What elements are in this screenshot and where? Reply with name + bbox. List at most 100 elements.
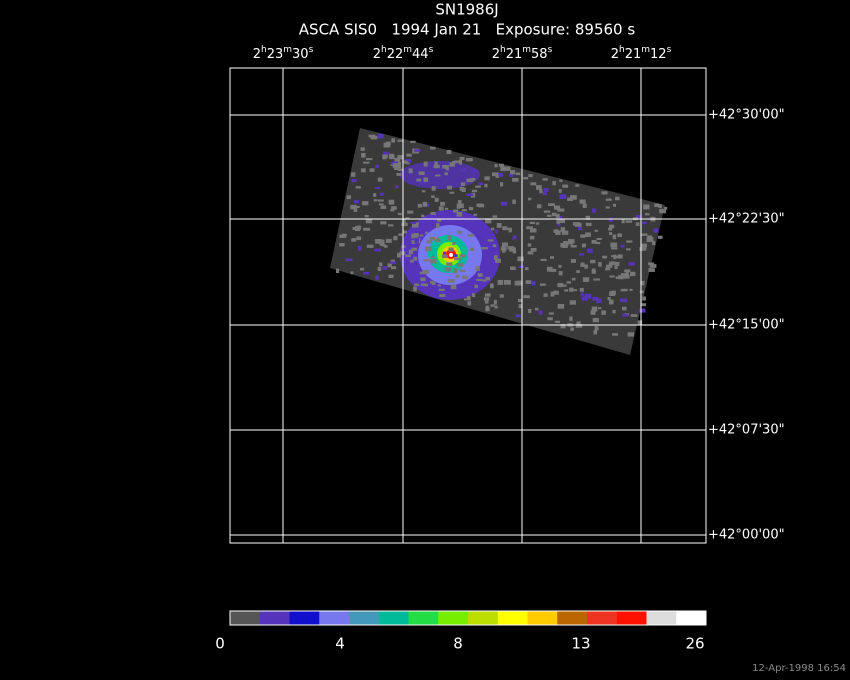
speckle — [605, 267, 611, 271]
speckle — [567, 241, 572, 245]
speckle — [617, 254, 623, 259]
speckle — [442, 254, 448, 259]
emission — [449, 253, 453, 257]
speckle — [499, 294, 504, 298]
ra-tick-part: 2 — [373, 47, 381, 62]
speckle — [615, 261, 620, 266]
speckle — [612, 333, 618, 336]
speckle — [405, 217, 410, 220]
speckle — [445, 167, 450, 171]
speckle — [611, 247, 618, 250]
speckle — [607, 297, 611, 301]
colorbar-segment — [408, 611, 439, 625]
speckle — [446, 262, 453, 266]
speckle — [555, 230, 561, 235]
speckle — [473, 169, 479, 173]
speckle — [489, 247, 494, 250]
speckle — [602, 255, 607, 259]
speckle — [461, 275, 468, 280]
speckle — [475, 266, 480, 271]
ra-tick-part: h — [261, 45, 267, 55]
speckle — [456, 203, 464, 209]
speckle — [422, 269, 429, 274]
colorbar-label: 26 — [685, 635, 704, 653]
ra-tick-part: h — [381, 45, 387, 55]
speckle — [375, 164, 379, 169]
colorbar-segment — [527, 611, 558, 625]
speckle — [353, 208, 358, 212]
ra-tick-part: s — [667, 45, 672, 55]
speckle — [468, 206, 474, 211]
speckle — [463, 298, 471, 301]
speckle — [639, 290, 644, 294]
speckle — [394, 185, 399, 189]
speckle — [467, 301, 472, 306]
speckle — [630, 271, 636, 277]
speckle — [450, 284, 457, 290]
ra-tick-part: 21 — [506, 47, 523, 62]
speckle — [643, 204, 650, 210]
speckle — [518, 304, 523, 309]
speckle — [618, 274, 624, 280]
speckle — [568, 239, 575, 244]
speckle — [509, 173, 514, 177]
speckle — [456, 263, 463, 267]
speckle — [557, 215, 563, 219]
speckle — [490, 304, 495, 307]
speckle — [446, 149, 452, 155]
speckle — [553, 205, 561, 210]
speckle — [408, 249, 414, 255]
speckle — [502, 226, 508, 231]
ra-tick-part: m — [522, 45, 531, 55]
speckle — [459, 157, 465, 160]
speckle — [411, 247, 418, 251]
speckle — [420, 277, 426, 282]
speckle — [433, 283, 439, 289]
speckle — [527, 251, 534, 255]
speckle — [620, 298, 627, 303]
speckle — [557, 282, 564, 288]
speckle — [557, 208, 565, 212]
speckle — [543, 210, 551, 213]
speckle — [487, 239, 494, 242]
speckle — [569, 300, 576, 305]
speckle — [598, 262, 602, 267]
colorbar-segment — [259, 611, 290, 625]
speckle — [528, 197, 532, 201]
speckle — [410, 221, 416, 225]
speckle — [653, 228, 659, 233]
speckle — [529, 228, 537, 233]
speckle — [438, 288, 445, 291]
speckle — [637, 320, 643, 325]
speckle — [615, 255, 619, 259]
speckle — [510, 170, 516, 175]
speckle — [585, 215, 591, 220]
speckle — [582, 277, 590, 282]
speckle — [596, 298, 602, 304]
speckle — [494, 164, 498, 168]
speckle — [448, 247, 454, 252]
speckle — [620, 288, 628, 292]
speckle — [384, 153, 388, 159]
speckle — [652, 240, 656, 246]
speckle — [362, 161, 370, 164]
colorbar-segment — [557, 611, 588, 625]
colorbar-segment — [349, 611, 380, 625]
speckle — [644, 213, 650, 216]
ra-tick-part: m — [641, 45, 650, 55]
speckle — [605, 198, 612, 201]
speckle — [624, 269, 631, 273]
colorbar-segment — [616, 611, 647, 625]
speckle — [459, 254, 466, 258]
speckle — [534, 307, 539, 311]
speckle — [536, 185, 542, 190]
speckle — [449, 191, 455, 194]
speckle — [430, 212, 436, 215]
speckle — [382, 154, 387, 160]
speckle — [466, 178, 474, 183]
speckle — [595, 241, 601, 245]
ra-tick-part: 44 — [412, 47, 429, 62]
speckle — [373, 199, 378, 202]
speckle — [578, 226, 583, 231]
speckle — [355, 186, 361, 189]
